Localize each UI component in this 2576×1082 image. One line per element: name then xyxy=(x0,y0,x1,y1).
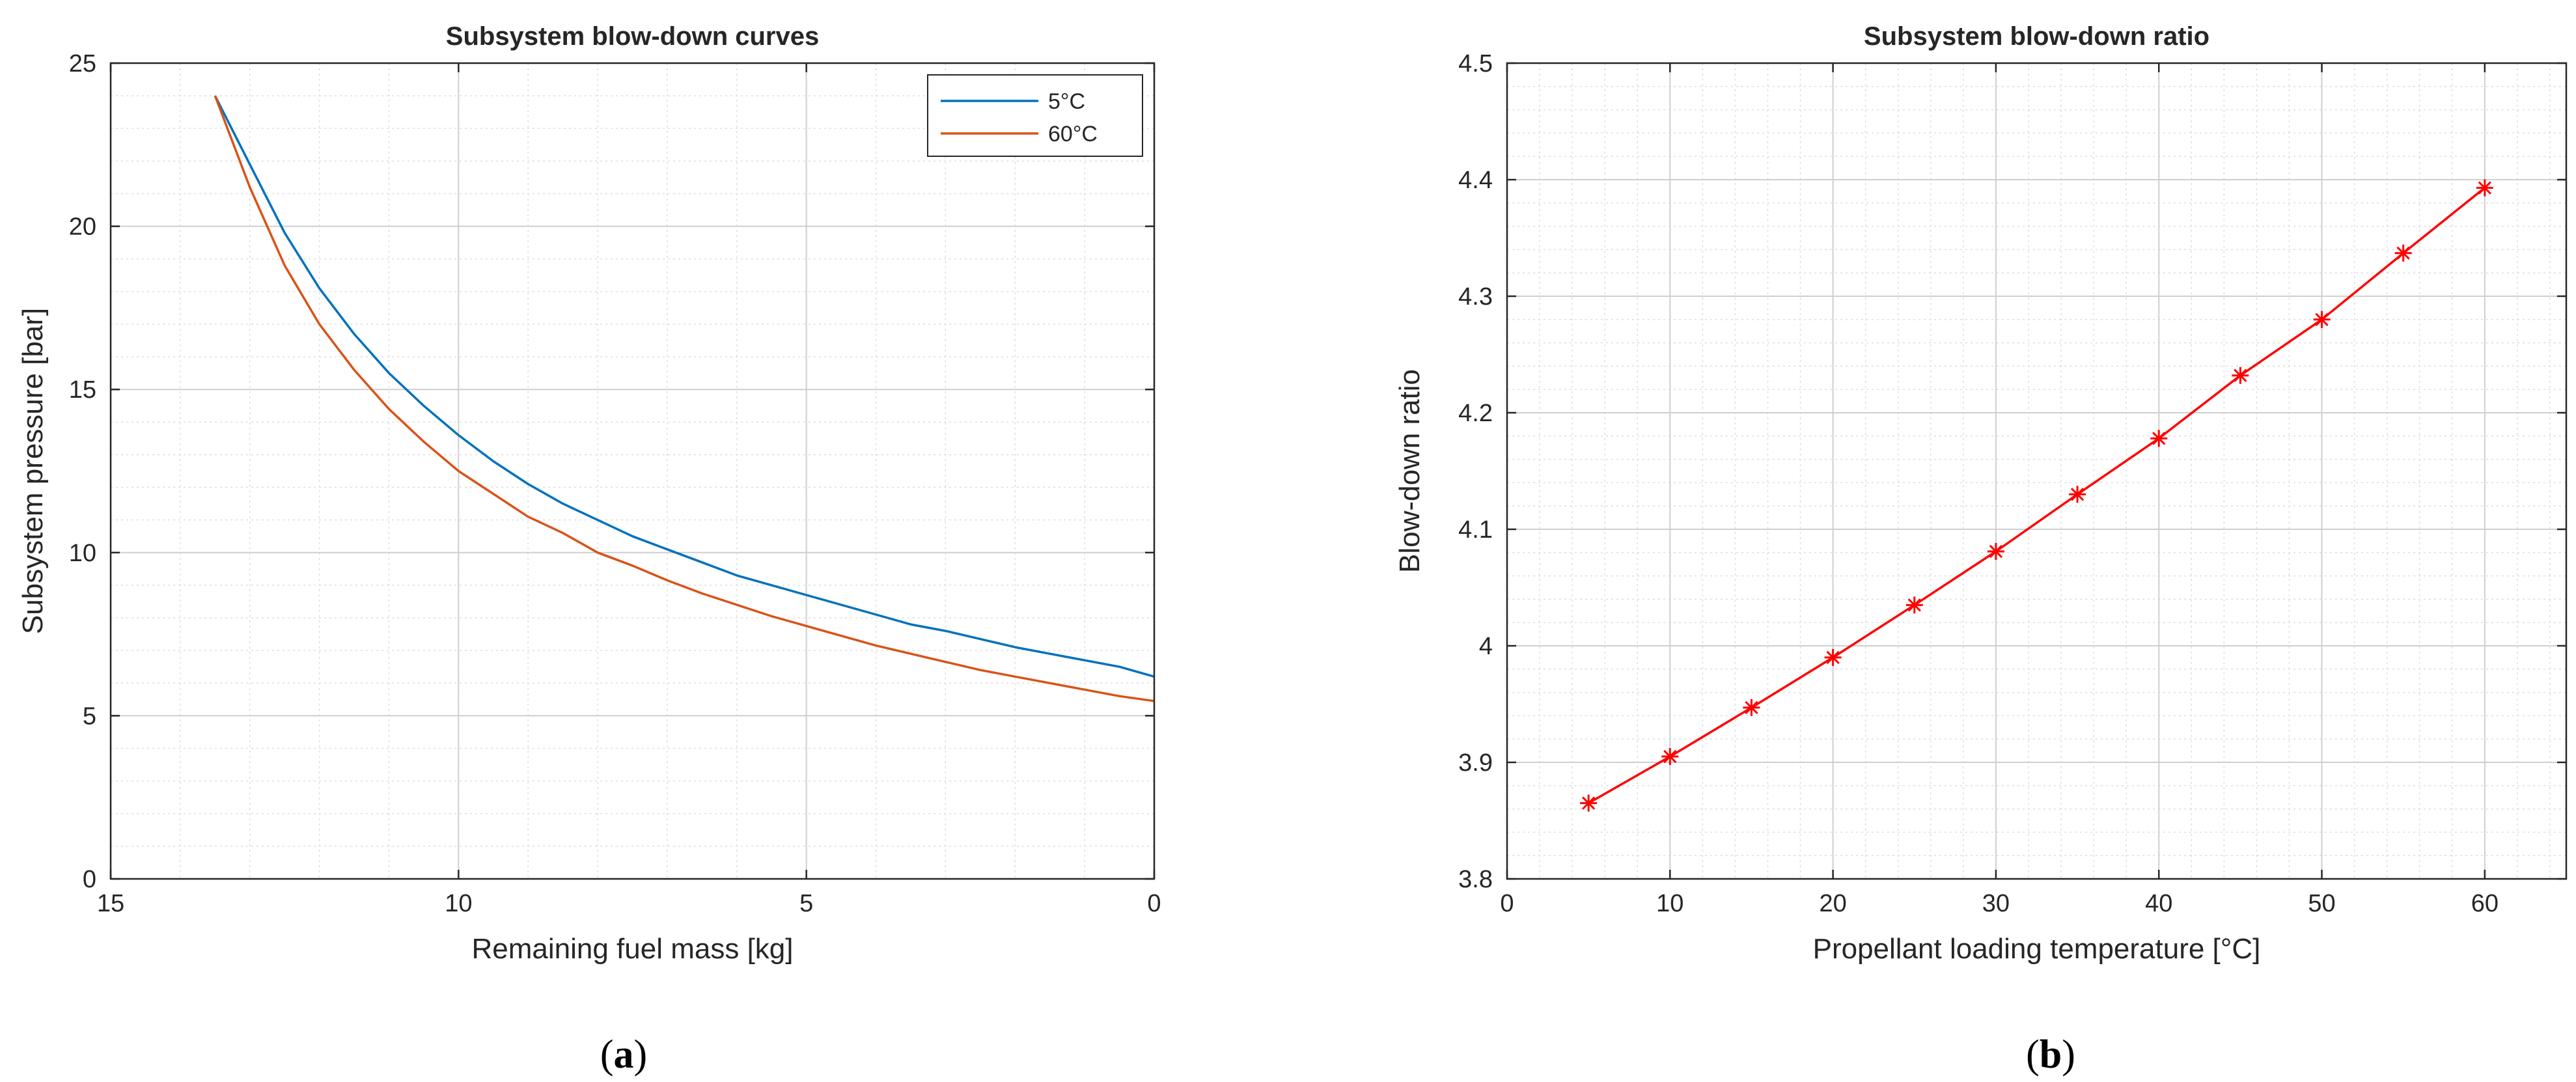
data-point xyxy=(1743,699,1760,716)
series-line xyxy=(214,95,1155,678)
panel-label: (b) xyxy=(2026,1033,2075,1077)
y-axis-label: Subsystem pressure [bar] xyxy=(17,308,49,634)
marker-stroke xyxy=(2315,312,2329,326)
marker-stroke xyxy=(1745,701,1758,715)
chart-title: Subsystem blow-down ratio xyxy=(1864,22,2209,51)
ticks: 15 10 5 0 0 5 10 15 20 25 xyxy=(69,50,1161,917)
panel-label: (a) xyxy=(600,1033,647,1077)
marker-stroke xyxy=(1907,598,1921,612)
data-point xyxy=(2313,311,2331,328)
marker-stroke xyxy=(1826,650,1840,665)
y-tick-label: 3.8 xyxy=(1458,866,1493,893)
legend: 5°C 60°C xyxy=(927,74,1143,157)
y-tick-label: 4.5 xyxy=(1458,50,1493,77)
y-tick-label: 0 xyxy=(83,866,96,893)
y-tick-label: 25 xyxy=(69,50,96,77)
data-point xyxy=(1580,794,1598,812)
x-tick-label: 10 xyxy=(445,890,472,917)
chart-title: Subsystem blow-down curves xyxy=(446,22,819,51)
marker-stroke xyxy=(2234,368,2247,382)
x-tick-label: 0 xyxy=(1500,890,1514,917)
data-point xyxy=(1824,648,1842,666)
panel-b-chart: 0 10 20 30 40 50 60 3.8 3.9 4 4.1 4.2 4.3 4.4 4.5 Subs… xyxy=(1394,22,2568,1077)
y-tick-label: 4 xyxy=(1479,633,1493,660)
marker-stroke xyxy=(1989,544,2003,559)
y-axis-label: Blow-down ratio xyxy=(1394,369,1426,573)
panel-a-chart: 15 10 5 0 0 5 10 15 20 25 Subsystem blow-down cur… xyxy=(17,22,1161,1077)
series-line xyxy=(1588,187,2486,805)
data-point xyxy=(1661,748,1679,766)
y-tick-label: 15 xyxy=(69,376,96,404)
y-tick-label: 4.4 xyxy=(1458,167,1493,194)
marker-stroke xyxy=(2070,488,2084,501)
plot-area xyxy=(1507,63,2566,879)
x-tick-label: 0 xyxy=(1147,890,1161,917)
series-group xyxy=(214,95,1155,702)
x-tick-label: 40 xyxy=(2145,890,2172,917)
axes-box xyxy=(109,62,1156,880)
y-tick-label: 4.3 xyxy=(1458,283,1493,311)
marker-stroke xyxy=(2396,246,2410,260)
series-group xyxy=(1580,179,2493,812)
data-point xyxy=(2394,244,2412,262)
y-tick-label: 10 xyxy=(69,540,96,567)
x-tick-label: 15 xyxy=(97,890,124,917)
panel-letter: a xyxy=(614,1033,634,1077)
y-tick-label: 4.2 xyxy=(1458,400,1493,427)
y-tick-label: 5 xyxy=(83,702,96,730)
marker-stroke xyxy=(1581,796,1596,810)
data-point xyxy=(2069,486,2086,503)
legend-box xyxy=(927,74,1143,157)
y-tick-label: 4.1 xyxy=(1458,516,1493,544)
panel-letter: b xyxy=(2040,1033,2062,1077)
legend-entry: 5°C xyxy=(1048,89,1085,114)
data-point xyxy=(2232,367,2249,384)
axes-box xyxy=(1506,62,2568,880)
x-tick-label: 20 xyxy=(1819,890,1846,917)
ticks: 0 10 20 30 40 50 60 3.8 3.9 4 4.1 4.2 4.3 4.4 4.5 xyxy=(1458,50,2566,917)
x-axis-label: Remaining fuel mass [kg] xyxy=(472,933,794,965)
x-axis-label: Propellant loading temperature [°C] xyxy=(1813,933,2261,965)
data-point xyxy=(2150,430,2168,447)
marker-stroke xyxy=(2478,181,2492,195)
y-tick-label: 3.9 xyxy=(1458,749,1493,777)
legend-entry: 60°C xyxy=(1048,122,1098,146)
x-tick-label: 10 xyxy=(1656,890,1683,917)
marker-stroke xyxy=(1663,749,1677,764)
data-point xyxy=(2476,179,2493,197)
x-tick-label: 60 xyxy=(2471,890,2499,917)
plot-area xyxy=(111,63,1154,879)
data-point xyxy=(1987,543,2004,561)
x-tick-label: 5 xyxy=(799,890,813,917)
series-line xyxy=(214,95,1155,702)
y-tick-label: 20 xyxy=(69,214,96,241)
marker-stroke xyxy=(2152,432,2166,445)
x-tick-label: 50 xyxy=(2308,890,2335,917)
x-tick-label: 30 xyxy=(1982,890,2010,917)
data-point xyxy=(1905,596,1923,614)
